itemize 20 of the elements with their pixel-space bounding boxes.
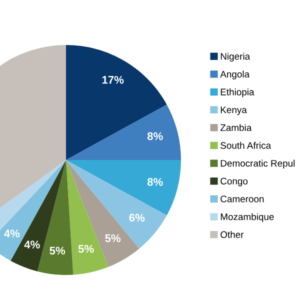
- data-label: 4%: [24, 240, 40, 248]
- legend-label: Cameroon: [220, 196, 264, 202]
- legend-label: Nigeria: [220, 52, 250, 62]
- legend-label: Congo: [220, 178, 248, 186]
- data-label: 5%: [105, 234, 121, 242]
- data-label: 5%: [78, 244, 94, 253]
- data-label: 17%: [102, 76, 124, 84]
- legend-label: Mozambique: [220, 213, 274, 222]
- data-label: 8%: [147, 178, 163, 186]
- data-label: 5%: [50, 246, 66, 255]
- legend-label: Kenya: [220, 106, 247, 116]
- legend-label: South Africa: [220, 142, 272, 149]
- legend-label: Zambia: [220, 124, 252, 132]
- legend-label: Ethiopia: [220, 88, 254, 98]
- data-label: 6%: [129, 214, 145, 222]
- data-label: 8%: [147, 132, 163, 140]
- legend-label: Other: [220, 231, 244, 238]
- data-label: 4%: [4, 230, 20, 238]
- legend-label: Angola: [220, 70, 250, 80]
- legend-label: Democratic Repul: [220, 160, 295, 169]
